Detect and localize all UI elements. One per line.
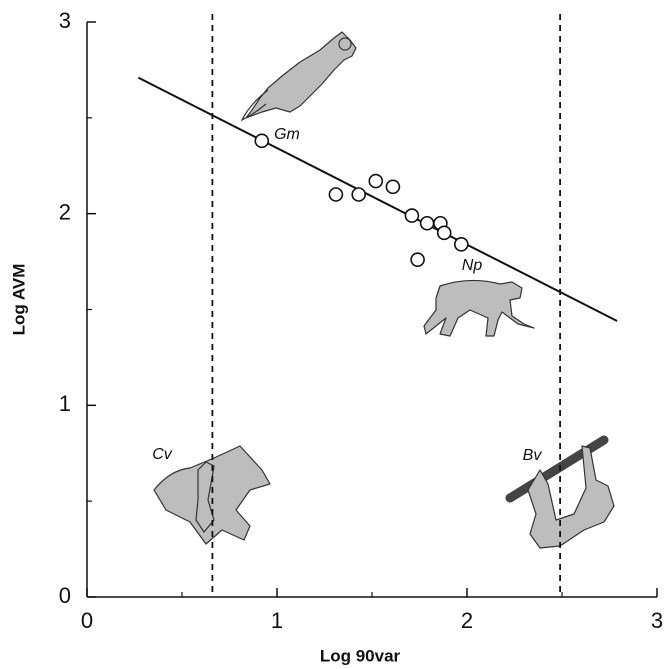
y-tick-label: 0 (59, 583, 71, 608)
data-point (405, 209, 418, 222)
data-point (329, 188, 342, 201)
x-axis-label: Log 90var (320, 646, 401, 665)
x-tick-label: 2 (461, 608, 473, 633)
data-point (421, 217, 434, 230)
chart: 0 1 2 3 0 1 2 3 Log 90var Log AVM Gm Np Cv Bv (0, 0, 672, 669)
data-point (411, 253, 424, 266)
x-tick-label: 1 (271, 608, 283, 633)
data-point (352, 188, 365, 201)
data-point (438, 226, 451, 239)
fit-line (138, 78, 617, 321)
y-tick-label: 1 (59, 391, 71, 416)
y-axis-label: Log AVM (9, 264, 28, 336)
y-tick-label: 3 (59, 8, 71, 33)
annotation: Cv (152, 446, 173, 463)
data-point (455, 238, 468, 251)
macaque-illustration (424, 280, 534, 336)
illustrations (154, 32, 614, 548)
data-point (369, 175, 382, 188)
data-point (255, 134, 268, 147)
x-tick-label: 3 (651, 608, 663, 633)
y-tick-label: 2 (59, 199, 71, 224)
annotation: Bv (523, 447, 543, 464)
x-tick-label: 0 (81, 608, 93, 633)
data-point (386, 180, 399, 193)
galago-illustration (242, 32, 356, 120)
annotation: Gm (274, 126, 300, 143)
annotation: Np (462, 257, 483, 274)
